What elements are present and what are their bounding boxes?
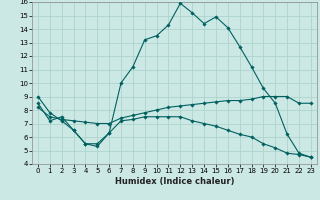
X-axis label: Humidex (Indice chaleur): Humidex (Indice chaleur) <box>115 177 234 186</box>
